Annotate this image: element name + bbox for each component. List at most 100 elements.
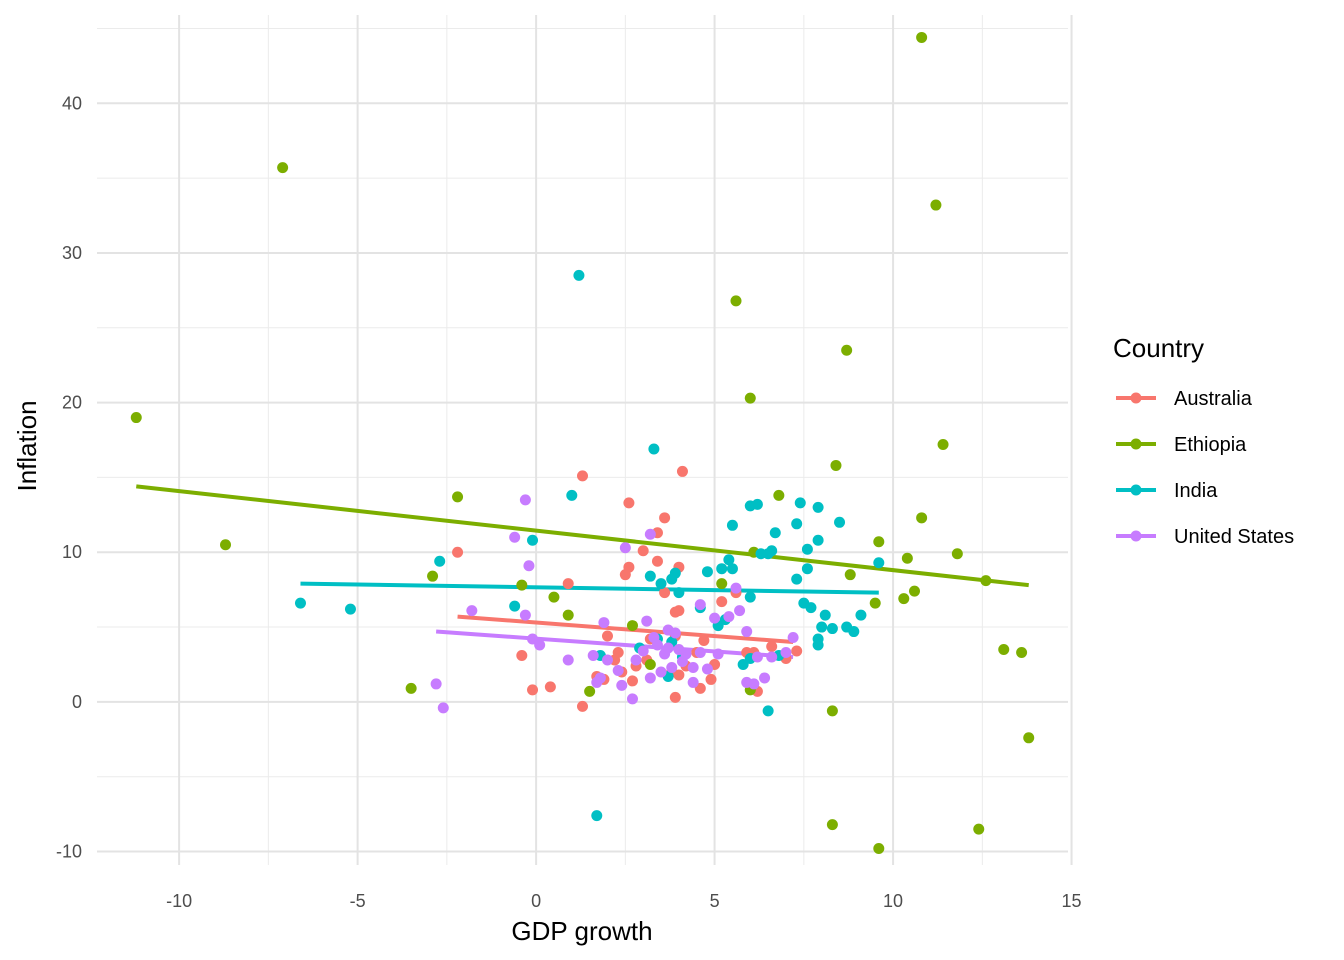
data-point [673,587,685,599]
x-axis-ticks: -10 -5 0 5 10 15 [166,891,1081,911]
data-point [680,648,692,660]
y-axis-title: Inflation [12,400,42,491]
data-point [694,647,706,658]
data-point [630,654,642,666]
series-points [130,31,1035,855]
x-tick-label: 15 [1062,891,1082,911]
data-point [844,569,856,581]
data-point [744,591,756,603]
y-tick-label: 20 [62,393,82,413]
data-point [626,620,638,632]
data-point [816,621,828,633]
x-tick-label: -10 [166,891,192,911]
data-point [577,700,588,712]
data-point [898,593,910,605]
data-point [601,630,613,642]
legend-items: Australia Ethiopia India United States [1116,388,1294,548]
data-point [509,531,521,543]
data-point [901,552,913,564]
data-point [916,31,928,43]
data-point [566,489,578,501]
data-point [791,518,803,530]
data-point [791,573,803,585]
data-point [655,578,667,590]
data-point [826,819,838,831]
series-points [294,269,885,822]
data-points [130,31,1035,855]
data-point [669,691,681,703]
y-tick-label: 30 [62,243,82,263]
data-point [916,512,928,524]
data-point [759,672,771,684]
data-point [826,623,838,635]
series-points [430,494,799,714]
data-point [294,597,306,609]
data-point [430,678,442,690]
data-point [687,676,699,688]
data-point [751,651,763,663]
data-point [766,641,778,653]
data-point [344,603,356,615]
data-point [908,585,920,597]
data-point [716,596,728,608]
data-point [637,645,649,657]
data-point [666,661,678,673]
data-point [509,600,521,612]
data-point [641,615,653,627]
data-point [712,648,724,660]
data-point [741,626,753,638]
data-point [220,539,232,551]
data-point [612,664,624,676]
data-point [830,459,842,471]
data-point [405,682,417,694]
x-tick-label: 5 [710,891,720,911]
data-point [730,582,742,594]
data-point [709,612,721,624]
data-point [801,543,813,555]
data-point [584,685,596,697]
data-point [769,527,781,539]
data-point [723,611,735,623]
legend-item: Ethiopia [1116,434,1247,456]
data-point [998,644,1010,656]
legend-item: United States [1116,526,1294,548]
trend-lines [136,484,1029,659]
data-point [437,702,449,714]
data-point [705,673,717,685]
data-point [662,642,674,654]
trend-line [457,614,794,645]
data-point [805,602,817,614]
data-point [644,528,656,540]
data-point [873,843,885,855]
data-point [1023,732,1035,744]
legend-key-point [1130,484,1142,496]
data-point [841,344,853,356]
y-tick-label: -10 [56,842,82,862]
data-point [716,563,728,575]
data-point [855,609,867,621]
data-point [544,681,556,693]
data-point [516,649,528,661]
data-point [466,605,478,617]
legend-label: United States [1174,526,1294,548]
legend-item: Australia [1116,388,1253,410]
x-axis-title: GDP growth [511,916,652,946]
data-point [687,661,699,673]
legend-key-point [1130,438,1142,450]
data-point [869,597,881,609]
data-point [773,489,785,501]
data-point [673,669,685,681]
trend-line [435,629,794,659]
data-point [587,649,599,661]
data-point [644,570,656,582]
x-tick-label: -5 [350,891,366,911]
data-point [659,512,671,524]
data-point [780,647,792,658]
data-point [651,555,663,567]
data-point [873,557,885,569]
data-point [598,617,610,629]
data-point [937,438,949,450]
data-point [623,561,635,573]
data-point [701,663,713,675]
